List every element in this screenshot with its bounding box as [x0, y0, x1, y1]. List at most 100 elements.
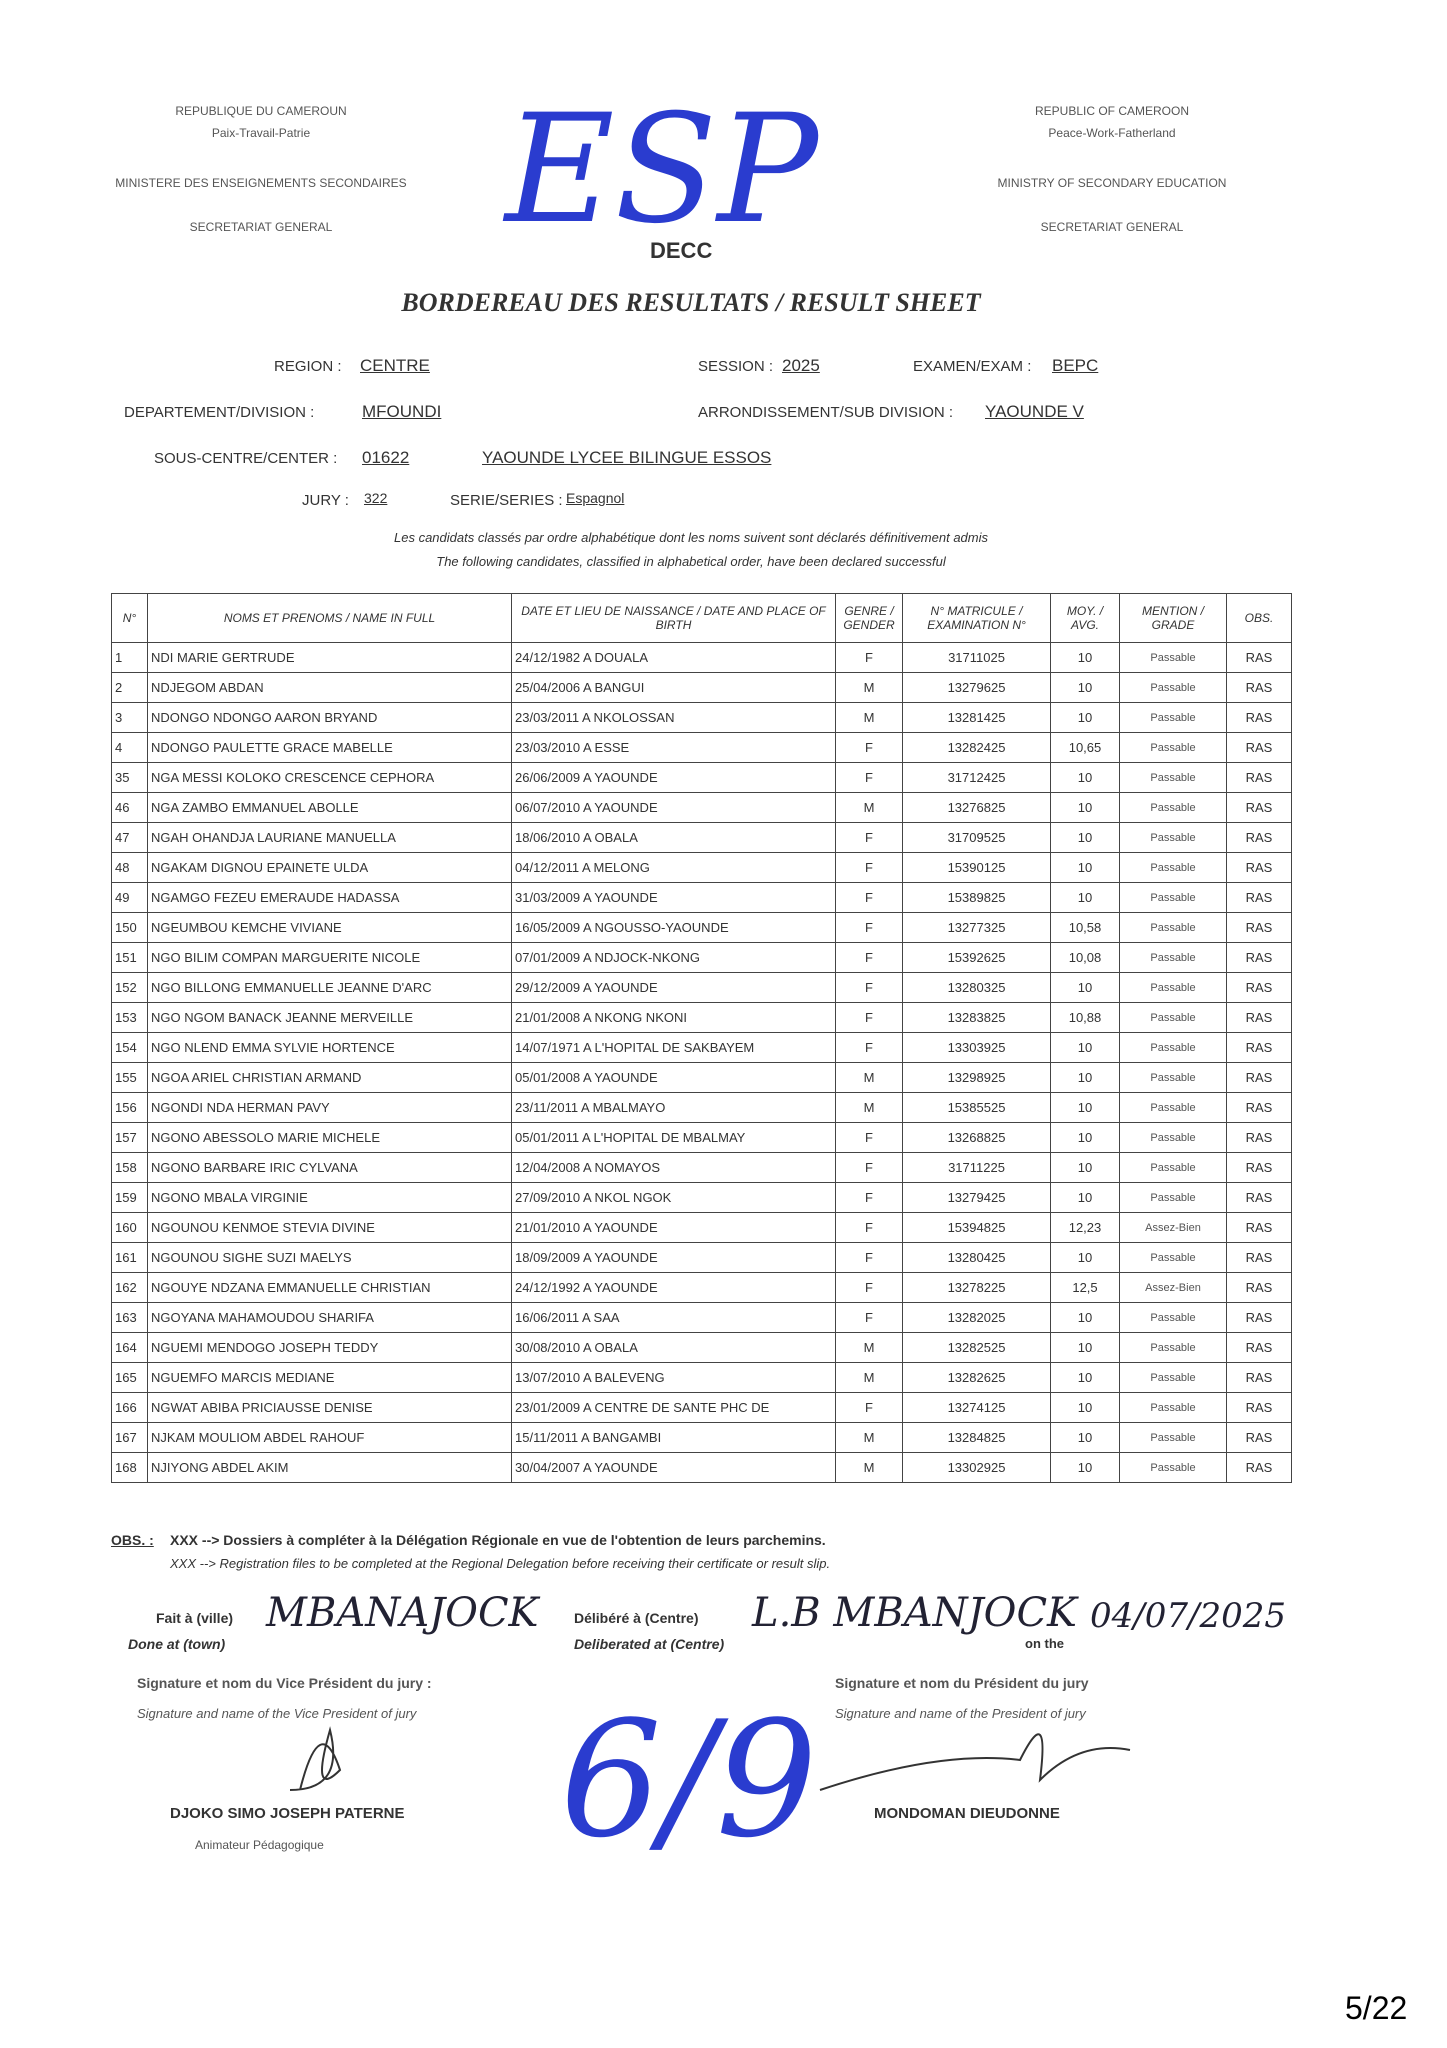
gender: F [835, 942, 903, 973]
header-right-4: SECRETARIAT GENERAL [1040, 220, 1184, 234]
birth: 30/08/2010 A OBALA [511, 1332, 836, 1363]
done-label-en: Done at (town) [128, 1636, 226, 1652]
center-label: SOUS-CENTRE/CENTER : [154, 450, 338, 467]
matricule: 13268825 [902, 1122, 1051, 1153]
gender: F [835, 1272, 903, 1303]
average: 10 [1050, 672, 1120, 703]
delib-label-en: Deliberated at (Centre) [574, 1636, 725, 1652]
grade: Passable [1119, 1422, 1227, 1453]
gender: M [835, 1062, 903, 1093]
header-right-3: MINISTRY OF SECONDARY EDUCATION [997, 176, 1227, 190]
grade: Passable [1119, 1152, 1227, 1183]
birth: 25/04/2006 A BANGUI [511, 672, 836, 703]
done-value: MBANAJOCK [266, 1590, 539, 1636]
division: MFOUNDI [362, 402, 442, 421]
date: 04/07/2025 [1090, 1596, 1286, 1636]
obs: RAS [1226, 732, 1292, 763]
grade: Passable [1119, 1122, 1227, 1153]
gender: M [835, 702, 903, 733]
table-row: 152 NGO BILLONG EMMANUELLE JEANNE D'ARC 29… [111, 972, 1292, 1003]
birth: 05/01/2008 A YAOUNDE [511, 1062, 836, 1093]
p-signature [819, 1733, 1131, 1791]
gender: F [835, 1242, 903, 1273]
grade: Assez-Bien [1119, 1272, 1227, 1303]
matricule: 31712425 [902, 762, 1051, 793]
birth: 23/03/2011 A NKOLOSSAN [511, 702, 836, 733]
obs: RAS [1226, 1362, 1292, 1393]
average: 10 [1050, 1242, 1120, 1273]
birth: 18/09/2009 A YAOUNDE [511, 1242, 836, 1273]
grade: Passable [1119, 822, 1227, 853]
gender: M [835, 1422, 903, 1453]
obs: RAS [1226, 1332, 1292, 1363]
average: 10 [1050, 1032, 1120, 1063]
average: 10 [1050, 1302, 1120, 1333]
name: NGUEMFO MARCIS MEDIANE [147, 1362, 512, 1393]
row-number: 155 [111, 1062, 148, 1093]
row-number: 161 [111, 1242, 148, 1273]
table-row: 160 NGOUNOU KENMOE STEVIA DIVINE 21/01/201… [111, 1212, 1292, 1243]
obs: RAS [1226, 882, 1292, 913]
table-row: 49 NGAMGO FEZEU EMERAUDE HADASSA 31/03/200… [111, 882, 1292, 913]
gender: M [835, 1092, 903, 1123]
table-row: 153 NGO NGOM BANACK JEANNE MERVEILLE 21/01… [111, 1002, 1292, 1033]
average: 10,65 [1050, 732, 1120, 763]
results-table: N° NOMS ET PRENOMS / NAME IN FULL DATE ET … [111, 593, 1292, 1483]
matricule: 13282625 [902, 1362, 1051, 1393]
region: CENTRE [360, 356, 430, 375]
name: NGA ZAMBO EMMANUEL ABOLLE [147, 792, 512, 823]
obs: RAS [1226, 792, 1292, 823]
region-label: REGION : [274, 358, 342, 375]
p-label: Signature et nom du Président du jury [835, 1675, 1089, 1691]
subdivision-label: ARRONDISSEMENT/SUB DIVISION : [698, 404, 954, 421]
header-left-1: REPUBLIQUE DU CAMEROUN [175, 104, 347, 118]
on-the: on the [1025, 1636, 1064, 1651]
gender: F [835, 642, 903, 673]
name: NGO NLEND EMMA SYLVIE HORTENCE [147, 1032, 512, 1063]
matricule: 13282525 [902, 1332, 1051, 1363]
delib-value: L.B MBANJOCK [752, 1590, 1077, 1636]
subdivision: YAOUNDE V [985, 402, 1084, 421]
name: NGWAT ABIBA PRICIAUSSE DENISE [147, 1392, 512, 1423]
average: 10 [1050, 972, 1120, 1003]
header-right-2: Peace-Work-Fatherland [1048, 126, 1176, 140]
obs: RAS [1226, 1422, 1292, 1453]
birth: 23/01/2009 A CENTRE DE SANTE PHC DE [511, 1392, 836, 1423]
column-header: NOMS ET PRENOMS / NAME IN FULL [147, 593, 512, 643]
obs: RAS [1226, 1272, 1292, 1303]
obs: RAS [1226, 852, 1292, 883]
obs: RAS [1226, 822, 1292, 853]
birth: 18/06/2010 A OBALA [511, 822, 836, 853]
table-row: 166 NGWAT ABIBA PRICIAUSSE DENISE 23/01/20… [111, 1392, 1292, 1423]
birth: 27/09/2010 A NKOL NGOK [511, 1182, 836, 1213]
table-row: 164 NGUEMI MENDOGO JOSEPH TEDDY 30/08/2010… [111, 1332, 1292, 1363]
matricule: 13283825 [902, 1002, 1051, 1033]
table-row: 161 NGOUNOU SIGHE SUZI MAELYS 18/09/2009 A… [111, 1242, 1292, 1273]
table-row: 167 NJKAM MOULIOM ABDEL RAHOUF 15/11/2011 … [111, 1422, 1292, 1453]
center-code: 01622 [362, 448, 410, 467]
obs: RAS [1226, 1092, 1292, 1123]
birth: 21/01/2010 A YAOUNDE [511, 1212, 836, 1243]
grade: Passable [1119, 702, 1227, 733]
average: 10,58 [1050, 912, 1120, 943]
column-header: MOY. / AVG. [1050, 593, 1120, 643]
grade: Passable [1119, 1032, 1227, 1063]
table-row: 1 NDI MARIE GERTRUDE 24/12/1982 A DOUALA F 3… [111, 642, 1292, 673]
p-label-en: Signature and name of the President of j… [835, 1706, 1086, 1721]
exam: BEPC [1052, 356, 1099, 375]
note-fr: Les candidats classés par ordre alphabét… [393, 530, 989, 545]
birth: 07/01/2009 A NDJOCK-NKONG [511, 942, 836, 973]
name: NJIYONG ABDEL AKIM [147, 1452, 512, 1483]
series-label: SERIE/SERIES : [450, 492, 563, 509]
birth: 23/03/2010 A ESSE [511, 732, 836, 763]
name: NGA MESSI KOLOKO CRESCENCE CEPHORA [147, 762, 512, 793]
obs: RAS [1226, 1122, 1292, 1153]
grade: Passable [1119, 942, 1227, 973]
table-row: 159 NGONO MBALA VIRGINIE 27/09/2010 A NKOL… [111, 1182, 1292, 1213]
obs-en: XXX --> Registration files to be complet… [170, 1556, 831, 1571]
birth: 21/01/2008 A NKONG NKONI [511, 1002, 836, 1033]
matricule: 13274125 [902, 1392, 1051, 1423]
grade: Passable [1119, 912, 1227, 943]
obs: RAS [1226, 702, 1292, 733]
